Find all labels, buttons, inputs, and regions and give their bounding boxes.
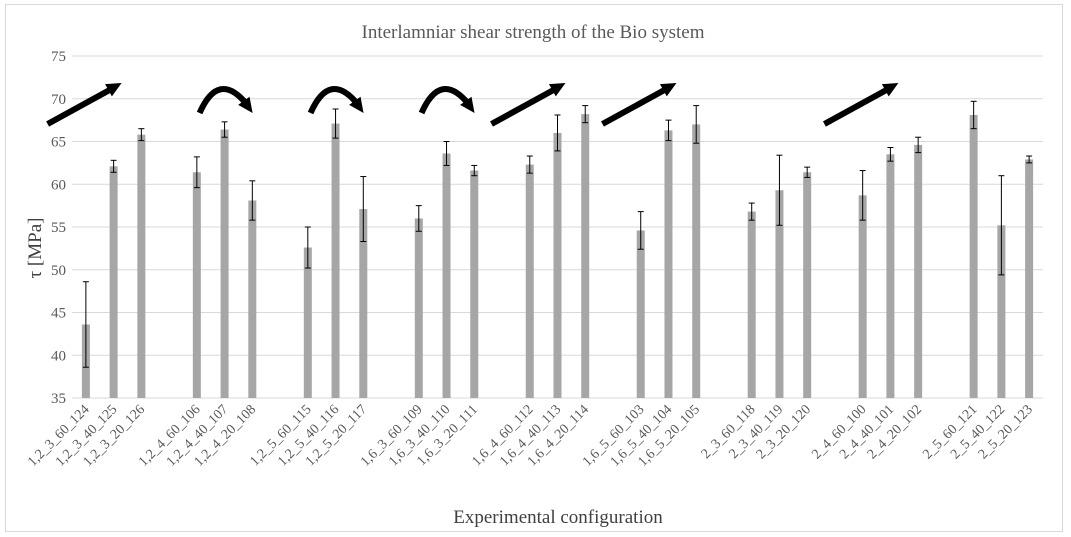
trend-arrow-head xyxy=(548,83,566,97)
bar xyxy=(192,172,201,398)
bar xyxy=(914,144,923,398)
curved-arrow-head xyxy=(460,96,475,113)
bar xyxy=(470,170,479,398)
bar xyxy=(414,218,423,398)
y-tick-label: 75 xyxy=(51,49,66,65)
bar xyxy=(553,132,562,398)
trend-arrow-shaft xyxy=(46,87,112,127)
bar xyxy=(109,166,118,398)
bar xyxy=(664,130,673,398)
trend-arrow-head xyxy=(659,83,677,97)
trend-arrows xyxy=(46,83,899,127)
y-tick-label: 45 xyxy=(51,306,66,322)
bar xyxy=(220,129,229,398)
bar xyxy=(248,200,257,398)
y-tick-label: 35 xyxy=(51,391,66,407)
curved-arrow-shaft xyxy=(307,86,360,115)
bar xyxy=(581,114,590,398)
trend-arrow-head xyxy=(105,83,122,97)
trend-arrow-shaft xyxy=(490,87,555,127)
bar xyxy=(747,211,756,398)
bar xyxy=(692,124,701,399)
curved-arrow-shaft xyxy=(418,86,471,115)
bar xyxy=(525,164,534,398)
curved-arrow-head xyxy=(238,96,253,113)
y-tick-label: 55 xyxy=(51,220,66,236)
y-axis-ticks: 35 40 45 50 55 60 65 70 75 xyxy=(51,49,66,407)
curved-arrow-shaft xyxy=(196,86,249,115)
bar xyxy=(442,153,451,398)
trend-arrow-shaft xyxy=(601,87,666,127)
bar xyxy=(803,172,812,398)
bar xyxy=(1025,159,1034,398)
bar xyxy=(359,209,368,398)
bar xyxy=(775,190,784,398)
bar xyxy=(997,225,1006,398)
y-tick-label: 50 xyxy=(51,263,66,279)
x-axis-title: Experimental configuration xyxy=(453,507,663,528)
y-tick-label: 65 xyxy=(51,135,66,151)
bar xyxy=(886,154,895,398)
chart-title: Interlamniar shear strength of the Bio s… xyxy=(362,22,705,43)
y-tick-label: 70 xyxy=(51,92,66,108)
y-axis-title: τ [MPa] xyxy=(25,218,46,279)
bar xyxy=(858,195,867,398)
curved-arrow-head xyxy=(349,96,364,113)
y-tick-label: 40 xyxy=(51,348,66,364)
error-bars xyxy=(82,100,1033,368)
x-axis-ticks: 1,2_3_60_1241,2_3_40_1251,2_3_20_1261,2_… xyxy=(25,402,1036,470)
bar xyxy=(137,134,146,398)
trend-arrow-head xyxy=(881,83,899,97)
bar xyxy=(331,123,340,399)
bar xyxy=(969,114,978,399)
bar xyxy=(303,247,312,398)
trend-arrow-shaft xyxy=(822,87,888,127)
bar xyxy=(636,230,645,398)
y-tick-label: 60 xyxy=(51,177,66,193)
